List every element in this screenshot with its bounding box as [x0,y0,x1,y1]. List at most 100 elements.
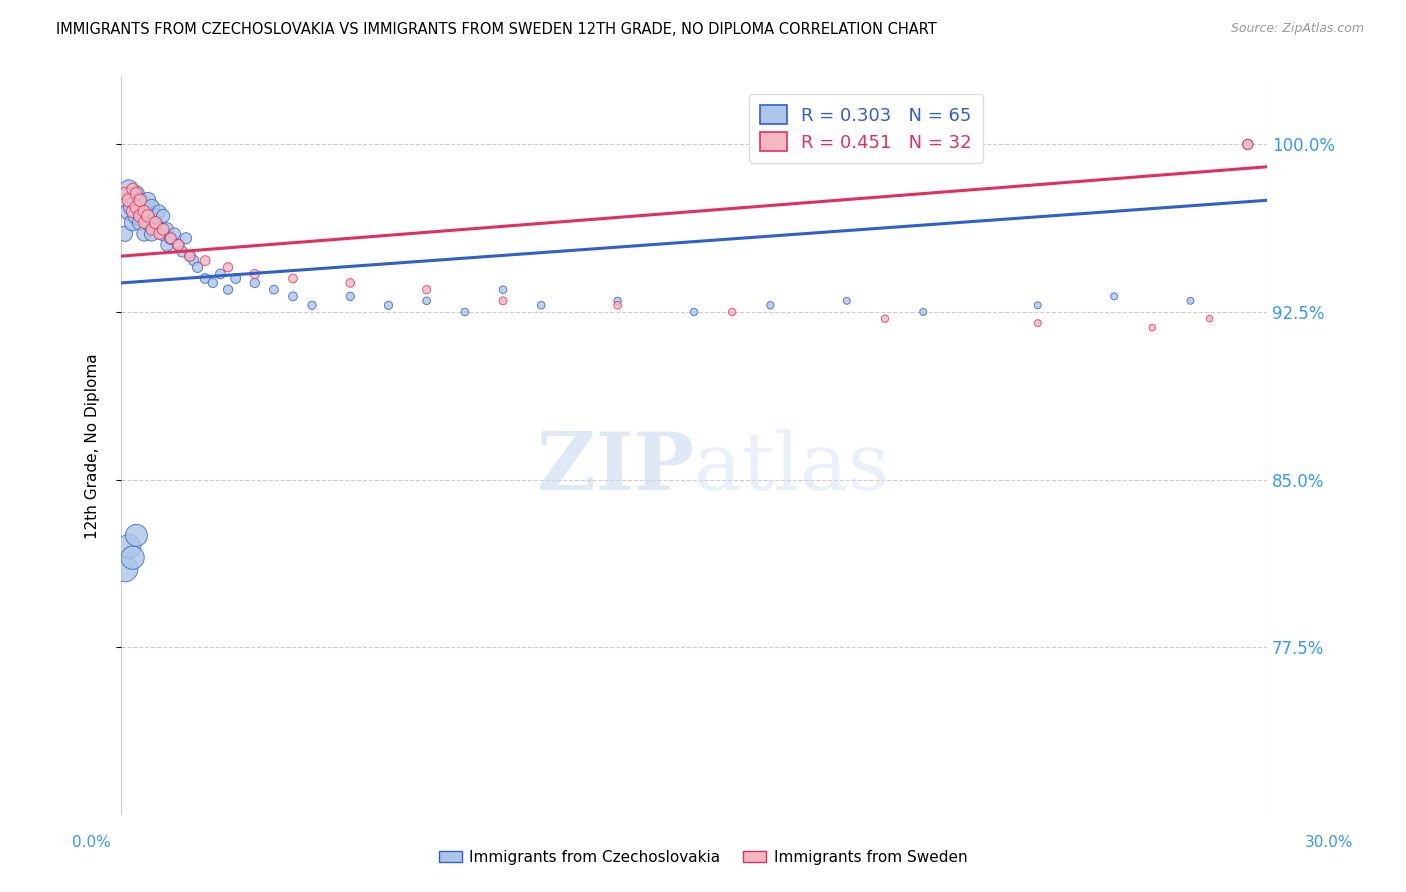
Point [121,216,143,230]
Point [159,231,181,245]
Text: 30.0%: 30.0% [1305,836,1353,850]
Point [132,209,155,223]
Point [121,200,143,214]
Point [125,200,148,214]
Point [125,528,148,542]
Point [243,267,266,281]
Point [1026,298,1049,312]
Point [152,227,174,241]
Point [125,209,148,223]
Point [125,186,148,201]
Point [183,253,205,268]
Point [148,222,170,236]
Point [118,194,141,208]
Point [492,283,515,297]
Point [339,289,361,303]
Point [683,305,706,319]
Point [1026,316,1049,330]
Point [217,283,239,297]
Point [377,298,399,312]
Point [132,200,155,214]
Point [129,216,152,230]
Point [145,209,167,223]
Point [125,195,148,210]
Point [759,298,782,312]
Point [132,216,155,230]
Point [141,200,163,214]
Point [145,216,167,230]
Y-axis label: 12th Grade, No Diploma: 12th Grade, No Diploma [86,353,100,539]
Point [118,204,141,219]
Point [339,276,361,290]
Point [118,540,141,554]
Point [217,260,239,275]
Point [606,298,628,312]
Point [141,209,163,223]
Point [167,238,190,252]
Point [281,271,304,285]
Point [281,289,304,303]
Point [141,222,163,236]
Point [156,222,179,236]
Point [129,204,152,219]
Point [415,293,437,308]
Point [415,283,437,297]
Text: 0.0%: 0.0% [72,836,111,850]
Point [721,305,744,319]
Point [1102,289,1125,303]
Legend: R = 0.303   N = 65, R = 0.451   N = 32: R = 0.303 N = 65, R = 0.451 N = 32 [749,94,983,162]
Text: ZIP: ZIP [537,429,695,508]
Point [148,204,170,219]
Point [148,227,170,241]
Point [835,293,858,308]
Point [1236,137,1258,152]
Point [136,216,159,230]
Text: atlas: atlas [695,429,889,508]
Point [118,182,141,196]
Point [129,209,152,223]
Point [301,298,323,312]
Point [121,194,143,208]
Point [454,305,477,319]
Point [152,222,174,236]
Text: Source: ZipAtlas.com: Source: ZipAtlas.com [1230,22,1364,36]
Point [243,276,266,290]
Point [1142,320,1164,334]
Point [159,231,181,245]
Point [152,209,174,223]
Point [125,186,148,201]
Point [179,249,201,263]
Point [194,271,217,285]
Point [129,194,152,208]
Point [263,283,285,297]
Point [530,298,553,312]
Point [873,311,896,326]
Point [136,204,159,219]
Point [167,238,190,252]
Point [129,194,152,208]
Point [186,260,208,275]
Point [145,216,167,230]
Point [201,276,224,290]
Point [121,182,143,196]
Point [174,231,197,245]
Point [121,204,143,219]
Point [1198,311,1220,326]
Point [1236,137,1258,152]
Point [132,204,155,219]
Point [136,209,159,223]
Point [141,227,163,241]
Point [1180,293,1202,308]
Point [163,227,186,241]
Point [606,293,628,308]
Point [179,249,201,263]
Point [492,293,515,308]
Point [156,238,179,252]
Point [114,562,136,576]
Point [209,267,232,281]
Point [172,244,194,259]
Point [132,227,155,241]
Point [114,186,136,201]
Point [225,271,247,285]
Point [121,550,143,565]
